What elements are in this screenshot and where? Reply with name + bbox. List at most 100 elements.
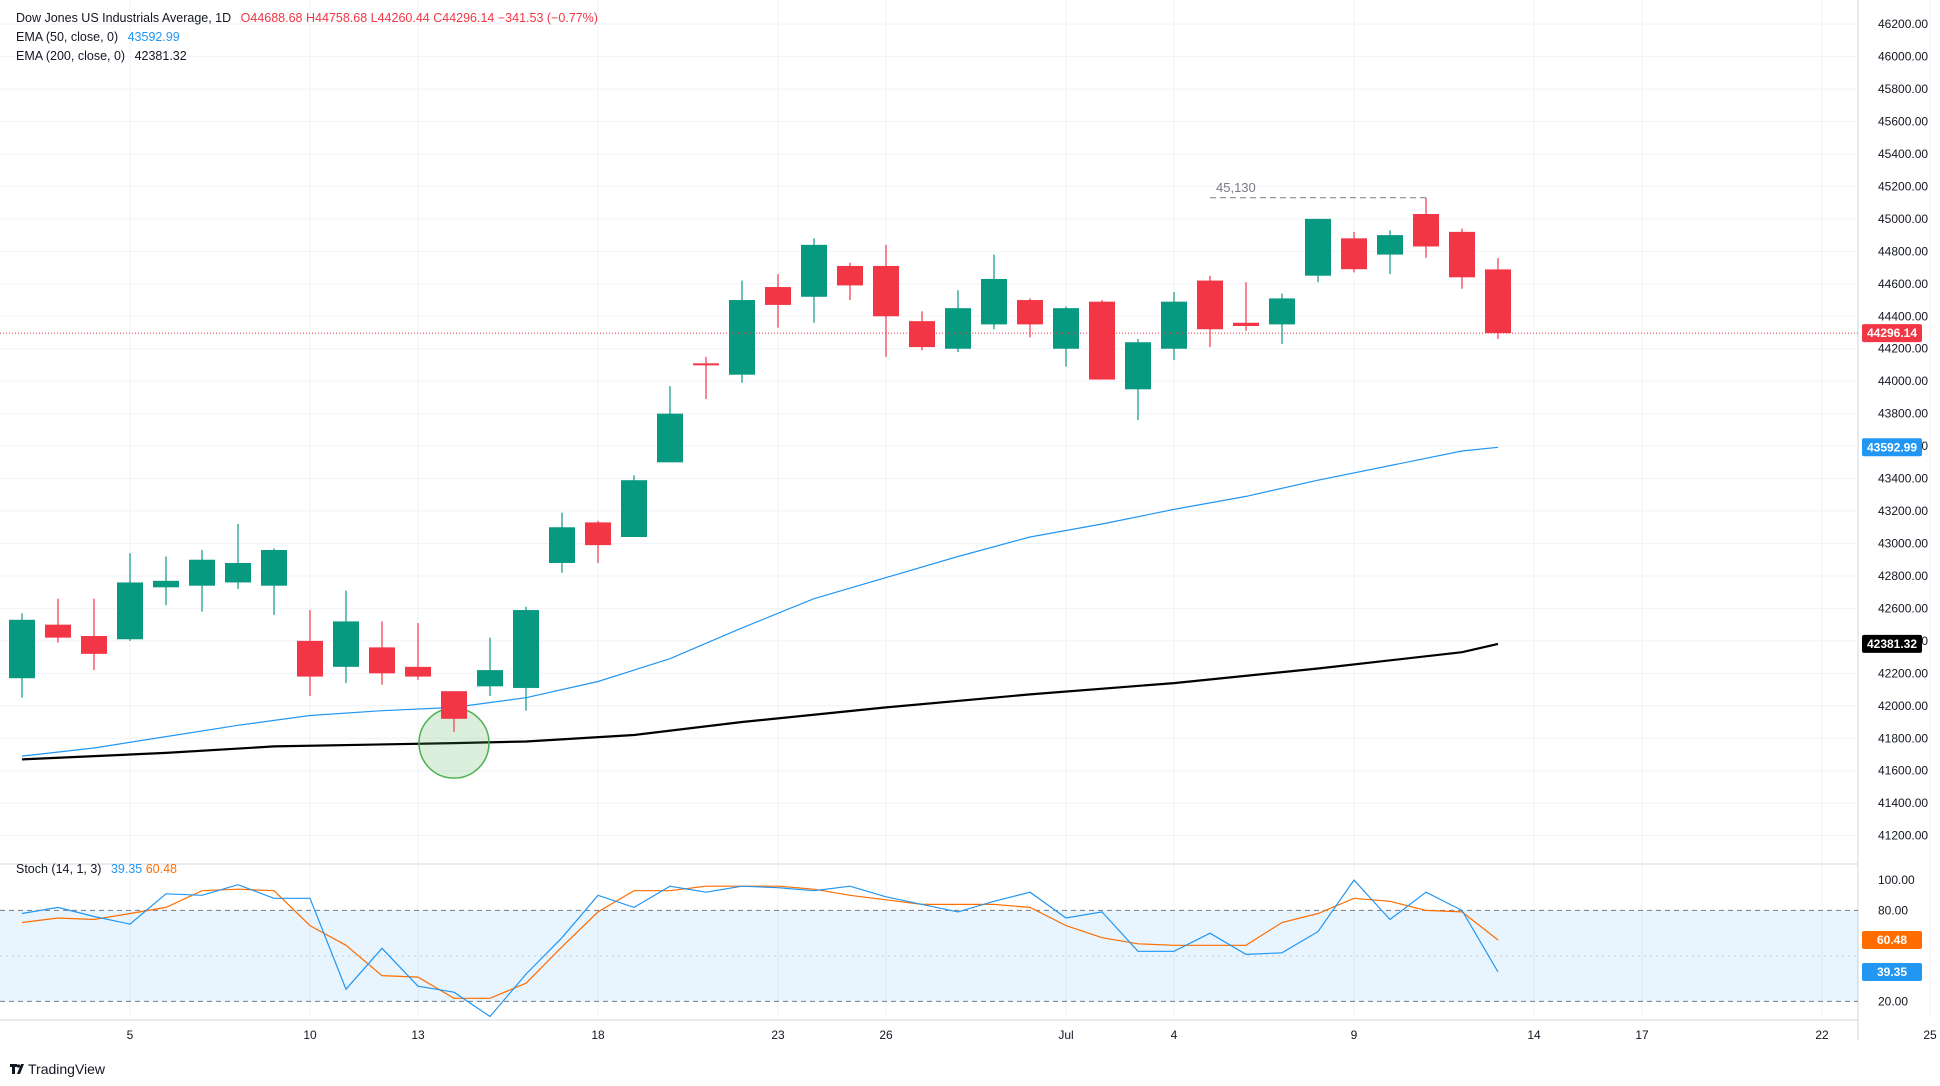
candle-body xyxy=(513,610,539,688)
price-tick-label: 45800.00 xyxy=(1878,82,1928,96)
ema50-legend-label[interactable]: EMA (50, close, 0) xyxy=(16,30,119,44)
price-axis[interactable]: 46200.00 46000.00 45800.00 45600.00 45400.00… xyxy=(1878,17,1928,1008)
price-tick-label: 46200.00 xyxy=(1878,17,1928,31)
candlesticks[interactable] xyxy=(9,197,1511,732)
gridlines xyxy=(0,0,1931,1040)
ema50-line xyxy=(21,446,1499,757)
ema200-layer xyxy=(21,642,1499,761)
candle-body xyxy=(153,580,179,588)
candle-body xyxy=(1341,238,1367,270)
price-tick-label: 42600.00 xyxy=(1878,601,1928,615)
candle-body xyxy=(225,562,251,583)
legend-symbol[interactable]: Dow Jones US Industrials Average, 1D xyxy=(16,11,232,25)
legend-change: −341.53 (−0.77%) xyxy=(497,11,598,25)
stoch-legend-label[interactable]: Stoch (14, 1, 3) xyxy=(16,862,102,876)
candle-body xyxy=(801,244,827,297)
candle-body xyxy=(765,287,791,305)
candle-body xyxy=(1449,231,1475,278)
candle-body xyxy=(909,321,935,348)
price-tick-label: 45200.00 xyxy=(1878,179,1928,193)
candle-body xyxy=(621,480,647,538)
legend-high: H44758.68 xyxy=(305,11,368,25)
stoch-tick-label: 80.00 xyxy=(1878,903,1908,917)
time-tick-label: 4 xyxy=(1171,1028,1178,1042)
tradingview-logo-text: TradingView xyxy=(28,1061,106,1077)
legend-open: O44688.68 xyxy=(240,11,303,25)
candle-body xyxy=(1053,308,1079,349)
candle-body xyxy=(1233,322,1259,327)
price-tick-label: 45000.00 xyxy=(1878,212,1928,226)
candle-body xyxy=(333,621,359,667)
time-tick-label: 9 xyxy=(1351,1028,1358,1042)
ema50-legend: EMA (50, close, 0) 43592.99 xyxy=(16,30,180,44)
last-price-label-bg xyxy=(1862,324,1922,343)
price-labels: 44296.14 43592.99 42381.32 60.48 39.35 xyxy=(1862,324,1922,982)
time-tick-label: 22 xyxy=(1815,1028,1829,1042)
candle-body xyxy=(1017,300,1043,325)
annotation-layer: 45,130 xyxy=(0,180,1858,334)
stoch-tick-label: 20.00 xyxy=(1878,994,1908,1008)
time-tick-label: 10 xyxy=(303,1028,317,1042)
candle-body xyxy=(81,636,107,654)
ema50-price-label-bg xyxy=(1862,438,1922,457)
candle-body xyxy=(693,363,719,366)
stoch-legend: Stoch (14, 1, 3) 39.35 60.48 xyxy=(16,862,177,876)
price-tick-label: 44000.00 xyxy=(1878,374,1928,388)
candle-body xyxy=(729,300,755,375)
ema50-layer xyxy=(21,446,1499,757)
candle-body xyxy=(549,527,575,563)
price-tick-label: 43200.00 xyxy=(1878,504,1928,518)
price-tick-label: 44800.00 xyxy=(1878,244,1928,258)
stochastic-lines xyxy=(21,879,1499,1018)
price-tick-label: 42000.00 xyxy=(1878,699,1928,713)
last-price-label: 44296.14 xyxy=(1867,326,1917,340)
price-tick-label: 46000.00 xyxy=(1878,50,1928,64)
annotation-label: 45,130 xyxy=(1216,180,1256,195)
ema200-price-label: 42381.32 xyxy=(1867,637,1917,651)
candle-body xyxy=(405,666,431,677)
price-tick-label: 44400.00 xyxy=(1878,309,1928,323)
candle-body xyxy=(1125,342,1151,390)
time-tick-label: 13 xyxy=(411,1028,425,1042)
price-tick-label: 45400.00 xyxy=(1878,147,1928,161)
candle-body xyxy=(1269,298,1295,325)
price-tick-label: 41600.00 xyxy=(1878,764,1928,778)
candle-body xyxy=(117,582,143,640)
ema50-price-label: 43592.99 xyxy=(1867,440,1917,454)
legend-low: L44260.44 xyxy=(370,11,430,25)
price-tick-label: 41400.00 xyxy=(1878,796,1928,810)
price-tick-label: 43000.00 xyxy=(1878,537,1928,551)
candle-body xyxy=(9,619,35,679)
stoch-legend-d: 60.48 xyxy=(145,862,177,876)
candle-body xyxy=(1377,235,1403,255)
time-tick-label: 5 xyxy=(127,1028,134,1042)
candle-body xyxy=(873,265,899,317)
time-tick-label: 17 xyxy=(1635,1028,1649,1042)
candle-body xyxy=(261,549,287,586)
time-tick-label: 23 xyxy=(771,1028,785,1042)
stoch-d-label-bg xyxy=(1862,931,1922,949)
stoch-legend-k: 39.35 xyxy=(110,862,143,876)
ema200-legend-value: 42381.32 xyxy=(134,49,187,63)
candle-body xyxy=(1485,269,1511,334)
tradingview-logo[interactable]: TradingView xyxy=(10,1061,105,1077)
price-tick-label: 43800.00 xyxy=(1878,407,1928,421)
price-tick-label: 41800.00 xyxy=(1878,731,1928,745)
ema200-line xyxy=(21,642,1499,761)
main-legend: Dow Jones US Industrials Average, 1D O44… xyxy=(16,11,598,25)
candle-body xyxy=(1197,280,1223,330)
candle-body xyxy=(297,640,323,677)
ema200-legend-label[interactable]: EMA (200, close, 0) xyxy=(16,49,126,63)
time-tick-label: 18 xyxy=(591,1028,605,1042)
stoch-d-label: 60.48 xyxy=(1877,933,1907,947)
price-tick-label: 45600.00 xyxy=(1878,115,1928,129)
candle-body xyxy=(189,559,215,586)
candle-body xyxy=(441,691,467,719)
candle-body xyxy=(945,308,971,349)
candle-body xyxy=(1089,301,1115,380)
ema200-price-label-bg xyxy=(1862,634,1922,653)
stoch-tick-label: 100.00 xyxy=(1878,873,1915,887)
legend-close: C44296.14 xyxy=(433,11,495,25)
time-axis[interactable]: 51013182326Jul4914172225Aug47 xyxy=(127,1028,1940,1042)
